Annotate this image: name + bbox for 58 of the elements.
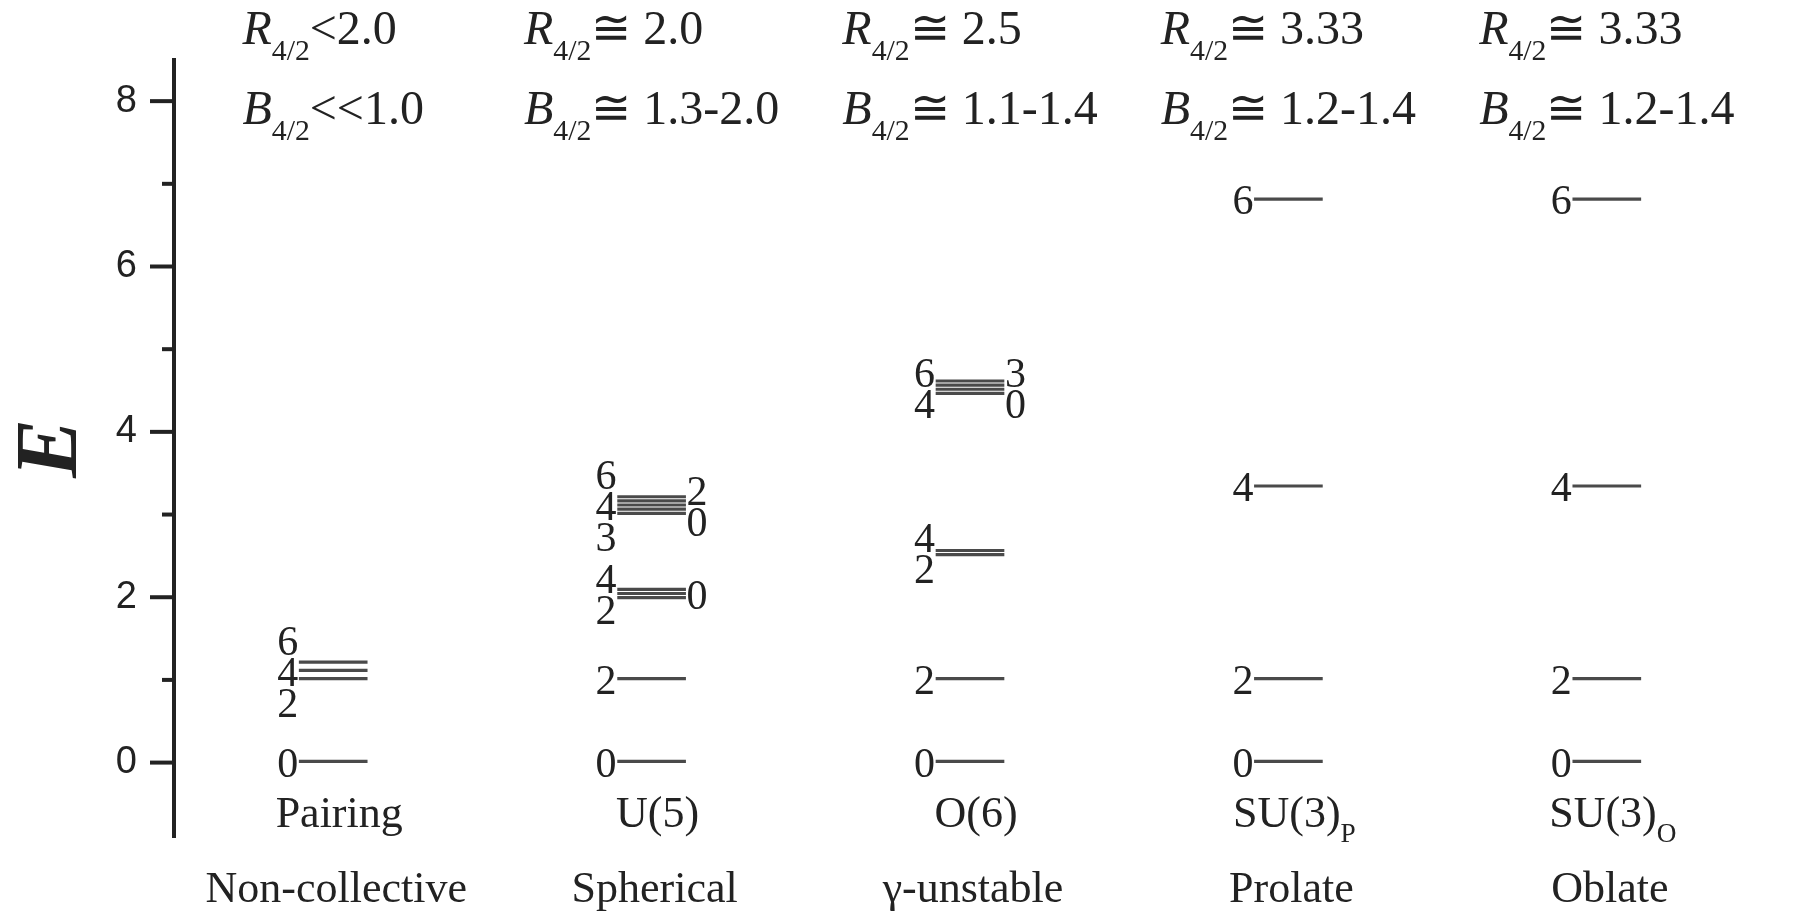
text: Non-collective [205, 863, 467, 912]
annotation: 6 [1232, 177, 1254, 224]
bar [935, 759, 1005, 763]
annotation: 2 [914, 656, 935, 703]
x-tick-label: U(5) [616, 788, 700, 837]
annotation: 0 [914, 739, 935, 786]
bar [935, 548, 1005, 553]
bar [298, 759, 368, 763]
text: γ-unstable [881, 863, 1064, 912]
text: Oblate [1551, 863, 1669, 912]
bar [617, 507, 686, 511]
y-tick-label: 4 [115, 408, 137, 451]
bar [617, 759, 686, 763]
y-axis-title: E [0, 419, 95, 479]
bar [935, 391, 1005, 395]
bar [617, 677, 686, 681]
annotation: 2 [1550, 656, 1572, 703]
annotation: 0 [1232, 739, 1254, 786]
bar [1254, 484, 1323, 488]
bar [1254, 197, 1323, 201]
annotation: 0 [1550, 739, 1572, 786]
bar [1572, 484, 1642, 488]
bar [298, 660, 368, 664]
annotation: 6 [1550, 177, 1572, 224]
annotation: 2 [595, 656, 617, 703]
bar [617, 503, 686, 507]
bar [617, 587, 686, 591]
y-tick-label: 8 [115, 77, 137, 120]
bar [617, 511, 686, 515]
text: Prolate [1229, 863, 1354, 912]
annotation: 0 [595, 739, 617, 786]
bar [617, 591, 686, 596]
bar [1572, 197, 1642, 201]
text: Spherical [571, 863, 738, 912]
bar [617, 596, 686, 600]
bar [1572, 677, 1642, 681]
bar [298, 668, 368, 672]
annotation: 4 [1232, 464, 1254, 511]
bar [935, 553, 1005, 557]
annotation: 2 [1232, 656, 1254, 703]
y-tick-label: 6 [115, 242, 137, 285]
bar [617, 499, 686, 503]
bar [935, 387, 1005, 391]
bar [1254, 677, 1323, 681]
annotation: 0 [277, 739, 299, 786]
y-tick-label: 2 [115, 573, 137, 616]
bar [935, 677, 1005, 681]
bar [935, 379, 1005, 383]
x-tick-label: O(6) [934, 788, 1018, 837]
y-tick-label: 0 [115, 739, 137, 782]
annotation: 4 [1550, 464, 1572, 511]
bar [935, 383, 1005, 387]
bar [298, 677, 368, 681]
bar [1572, 759, 1642, 763]
bar [1254, 759, 1323, 763]
x-tick-label: Pairing [275, 788, 403, 837]
bar [617, 495, 686, 499]
annotation: 0 [686, 571, 708, 618]
